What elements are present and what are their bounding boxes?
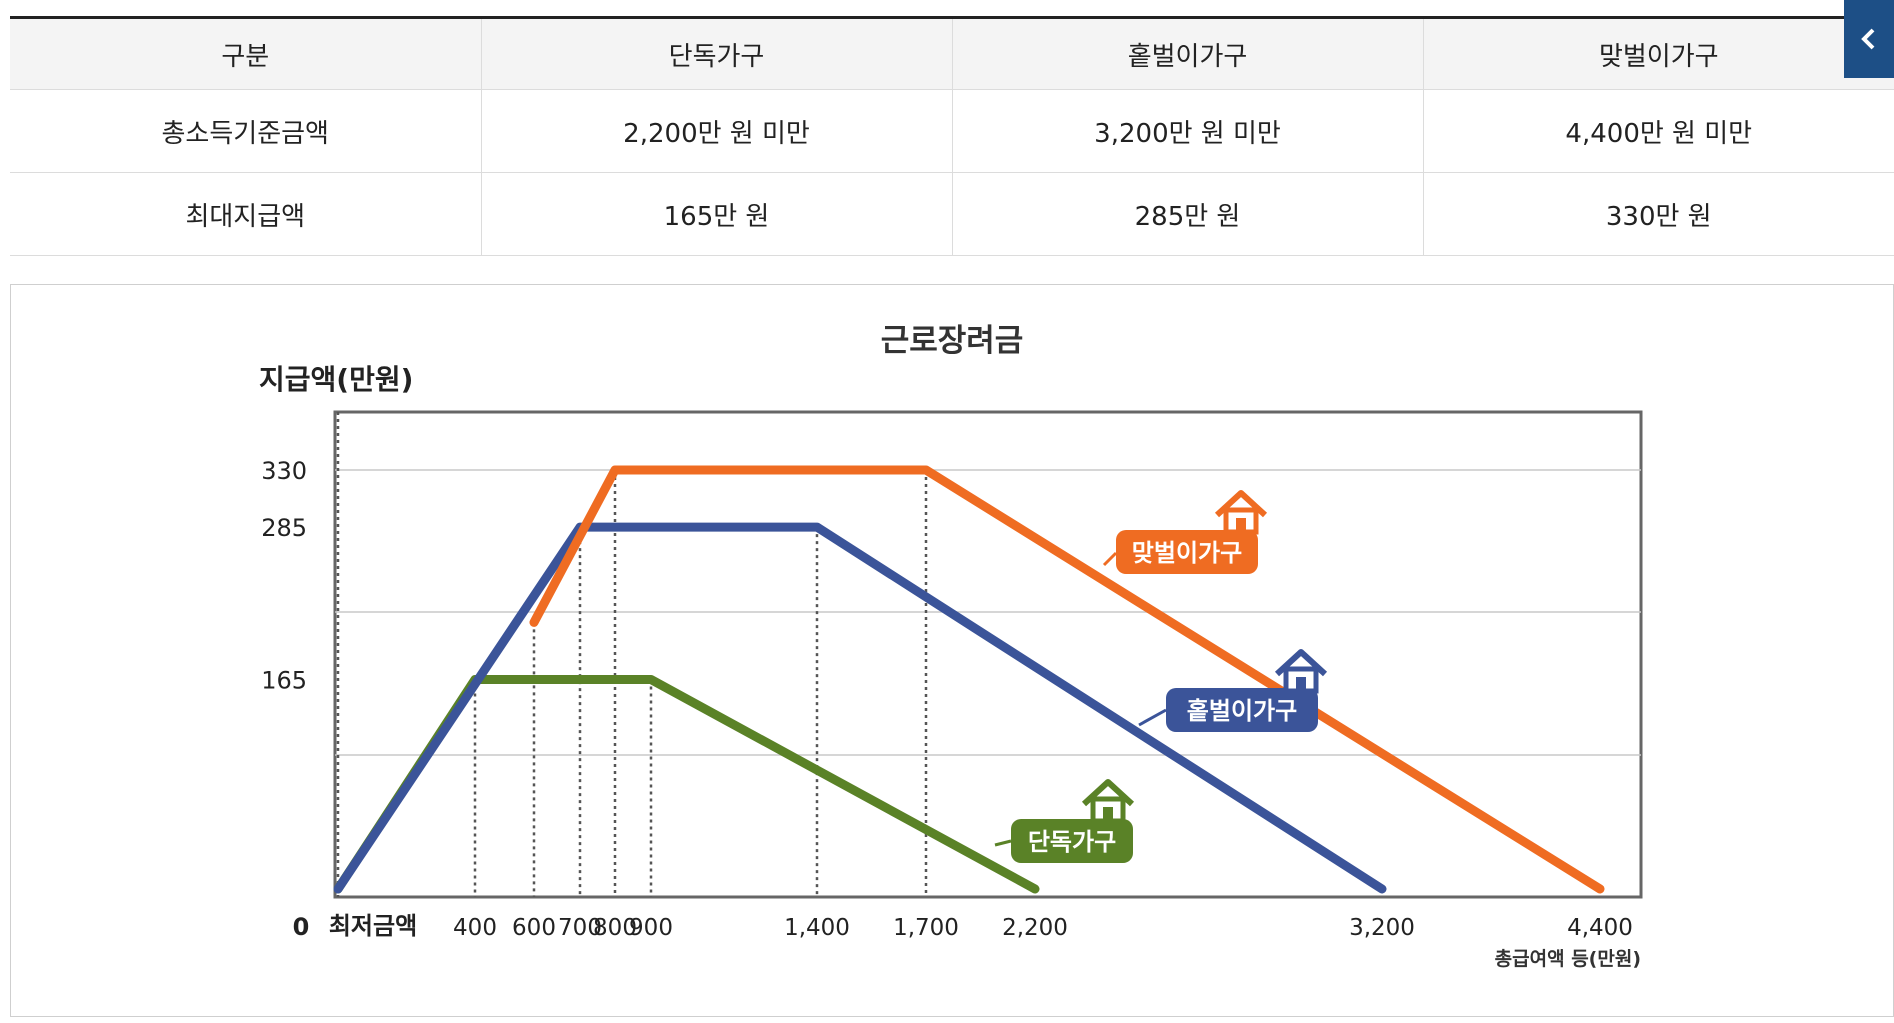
plot-frame bbox=[333, 410, 1643, 899]
x-tick-label: 1,400 bbox=[784, 915, 850, 941]
table-row: 최대지급액 165만 원 285만 원 330만 원 bbox=[10, 172, 1894, 256]
series-line-single-earner bbox=[333, 522, 1387, 894]
x-tick-label: 600 bbox=[512, 915, 556, 941]
y-tick-label: 165 bbox=[261, 667, 307, 695]
chevron-left-icon bbox=[1861, 28, 1875, 50]
legend-label-single: 단독가구 bbox=[1028, 828, 1116, 856]
x-tick-label: 900 bbox=[629, 915, 673, 941]
house-icon bbox=[1236, 518, 1246, 532]
x-tick-label: 700 bbox=[558, 915, 602, 941]
y-tick-label: 285 bbox=[261, 514, 307, 542]
header-cell-dual-earner: 맞벌이가구 bbox=[1423, 19, 1894, 90]
x-origin-label: 0 bbox=[293, 913, 310, 941]
table-cell: 2,200만 원 미만 bbox=[481, 89, 953, 173]
table-cell: 총소득기준금액 bbox=[10, 89, 482, 173]
legend-connector-single-earner bbox=[1138, 708, 1167, 727]
x-tick-label: 4,400 bbox=[1567, 915, 1633, 941]
x-min-label: 최저금액 bbox=[329, 912, 417, 940]
table-cell: 3,200만 원 미만 bbox=[952, 89, 1424, 173]
legend-badge-single-earner bbox=[1166, 688, 1318, 732]
series-line-dual-earner bbox=[529, 465, 1605, 894]
chart-title: 근로장려금 bbox=[881, 323, 1024, 359]
table-cell: 최대지급액 bbox=[10, 172, 482, 256]
header-cell-single-earner: 홑벌이가구 bbox=[952, 19, 1424, 90]
side-panel-button[interactable] bbox=[1844, 0, 1894, 78]
table-cell: 330만 원 bbox=[1423, 172, 1894, 256]
table-cell: 285만 원 bbox=[952, 172, 1424, 256]
x-tick-label: 800 bbox=[593, 915, 637, 941]
table-cell: 4,400만 원 미만 bbox=[1423, 89, 1894, 173]
x-tick-label: 3,200 bbox=[1349, 915, 1415, 941]
header-cell-single: 단독가구 bbox=[481, 19, 953, 90]
legend-badge-single bbox=[1011, 819, 1133, 863]
legend-label-dual-earner: 맞벌이가구 bbox=[1132, 539, 1242, 567]
y-tick-label: 330 bbox=[261, 457, 307, 485]
legend-label-single-earner: 홑벌이가구 bbox=[1187, 697, 1297, 725]
legend-badge-dual-earner bbox=[1116, 530, 1258, 574]
table-top-border bbox=[10, 16, 1894, 19]
info-table: 구분 단독가구 홑벌이가구 맞벌이가구 총소득기준금액 2,200만 원 미만 … bbox=[10, 19, 1894, 256]
table-row: 총소득기준금액 2,200만 원 미만 3,200만 원 미만 4,400만 원… bbox=[10, 89, 1894, 173]
table-header-row: 구분 단독가구 홑벌이가구 맞벌이가구 bbox=[10, 19, 1894, 90]
x-tick-label: 1,700 bbox=[893, 915, 959, 941]
house-icon bbox=[1103, 807, 1113, 821]
y-axis-label: 지급액(만원) bbox=[259, 363, 413, 396]
house-icon bbox=[1296, 677, 1306, 691]
x-tick-label: 2,200 bbox=[1002, 915, 1068, 941]
x-axis-label: 총급여액 등(만원) bbox=[1495, 948, 1641, 970]
legend-connector-single bbox=[994, 839, 1012, 847]
legend-connector-dual-earner bbox=[1102, 551, 1118, 567]
header-cell-category: 구분 bbox=[10, 19, 482, 90]
table-cell: 165만 원 bbox=[481, 172, 953, 256]
x-tick-label: 400 bbox=[453, 915, 497, 941]
